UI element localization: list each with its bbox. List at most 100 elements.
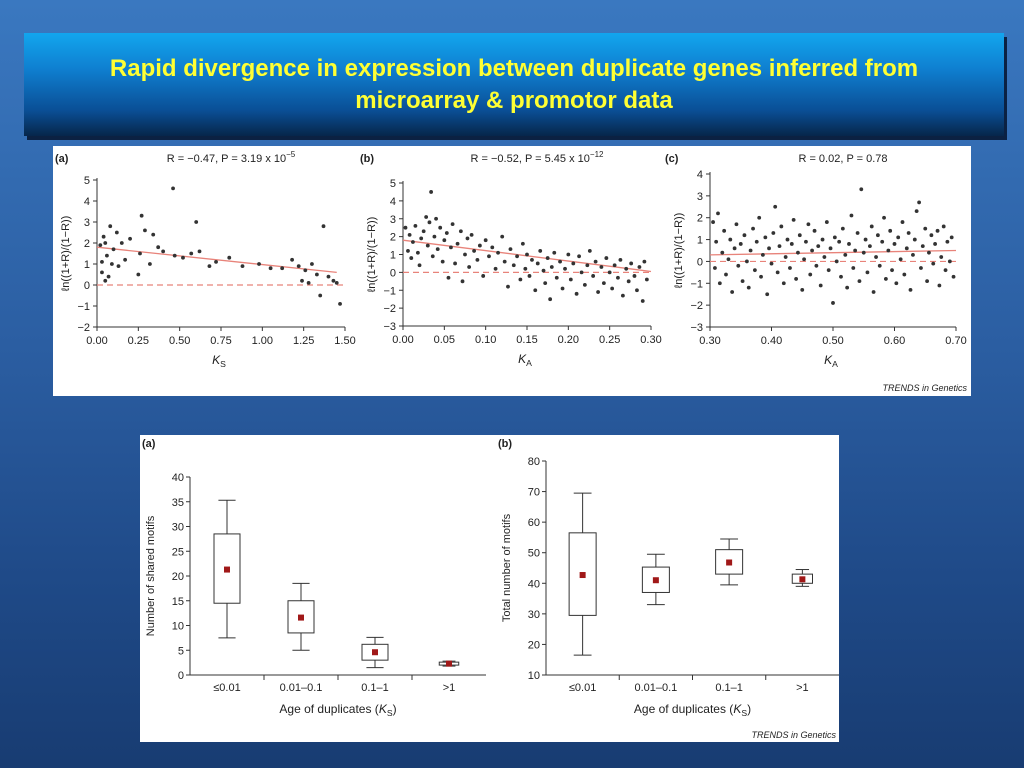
data-point xyxy=(577,254,581,259)
data-point xyxy=(843,252,848,257)
data-point xyxy=(453,261,457,266)
data-point xyxy=(797,233,802,238)
data-point xyxy=(949,235,954,240)
data-point xyxy=(763,235,768,240)
panel-label: (b) xyxy=(360,153,374,165)
data-point xyxy=(951,274,956,279)
y-tick-label: 3 xyxy=(84,217,90,229)
y-tick-label: 20 xyxy=(528,639,540,651)
data-point xyxy=(810,248,814,253)
data-point xyxy=(116,264,121,268)
data-point xyxy=(424,215,429,219)
data-point xyxy=(326,274,331,279)
data-point xyxy=(520,241,525,246)
x-tick-label: ≤0.01 xyxy=(569,682,596,694)
data-point xyxy=(563,266,567,271)
data-point xyxy=(865,270,870,275)
data-point xyxy=(171,186,175,191)
data-point xyxy=(604,256,609,260)
data-point xyxy=(769,261,774,266)
data-point xyxy=(214,260,218,264)
data-point xyxy=(419,236,424,241)
data-point xyxy=(296,264,301,268)
data-point xyxy=(853,248,858,253)
x-tick-label: 0.60 xyxy=(884,335,905,347)
data-point xyxy=(888,228,893,233)
data-point xyxy=(775,270,780,275)
data-point xyxy=(143,228,147,233)
x-tick-label: >1 xyxy=(443,682,456,694)
y-tick-label: −2 xyxy=(690,300,703,312)
mean-marker xyxy=(799,576,806,583)
box-2 xyxy=(287,582,315,651)
data-point xyxy=(896,235,901,240)
x-tick-label: 0.30 xyxy=(699,335,720,347)
data-point xyxy=(455,241,460,246)
y-tick-label: 80 xyxy=(528,456,540,468)
y-tick-label: −1 xyxy=(690,278,703,290)
data-point xyxy=(832,235,837,240)
data-point xyxy=(515,254,519,259)
y-tick-label: −1 xyxy=(77,301,90,313)
data-point xyxy=(189,251,194,256)
data-point xyxy=(730,290,735,294)
data-point xyxy=(757,215,762,220)
data-point xyxy=(877,263,882,268)
x-axis-label: Age of duplicates (KS) xyxy=(634,702,751,718)
data-point xyxy=(566,252,571,257)
data-point xyxy=(409,256,414,260)
mean-marker xyxy=(579,572,586,579)
y-tick-label: 5 xyxy=(84,175,90,187)
data-point xyxy=(861,250,866,255)
data-point xyxy=(911,252,915,257)
data-point xyxy=(139,213,144,218)
data-point xyxy=(500,234,505,239)
data-point xyxy=(568,277,573,282)
data-point xyxy=(728,237,733,242)
data-point xyxy=(560,286,565,291)
data-point xyxy=(472,249,476,253)
data-point xyxy=(927,250,931,255)
data-point xyxy=(538,249,543,253)
y-tick-label: 10 xyxy=(172,621,184,633)
data-point xyxy=(914,209,919,214)
data-point xyxy=(618,257,623,262)
y-tick-label: 20 xyxy=(172,571,184,583)
data-point xyxy=(783,255,788,259)
data-point xyxy=(831,301,835,305)
data-point xyxy=(548,297,553,302)
y-tick-label: 0 xyxy=(84,280,90,292)
data-point xyxy=(788,266,792,270)
data-point xyxy=(108,224,113,229)
y-tick-label: −3 xyxy=(383,321,396,333)
y-tick-label: 40 xyxy=(172,472,184,484)
data-point xyxy=(527,274,532,278)
data-point xyxy=(837,239,842,244)
data-point xyxy=(898,257,903,262)
data-point xyxy=(467,265,472,269)
data-point xyxy=(496,250,500,255)
data-point xyxy=(804,239,808,244)
x-tick-label: 1.50 xyxy=(334,335,355,347)
data-point xyxy=(847,242,851,246)
data-point xyxy=(571,261,576,266)
y-tick-label: 1 xyxy=(390,250,396,262)
data-point xyxy=(593,259,598,264)
x-tick-label: 0.30 xyxy=(640,334,661,346)
x-tick-label: 0.1–1 xyxy=(361,682,389,694)
data-point xyxy=(616,275,620,280)
box-4 xyxy=(438,660,460,667)
stat-annotation: R = 0.02, P = 0.78 xyxy=(798,153,887,165)
data-point xyxy=(300,278,304,283)
y-tick-label: −2 xyxy=(383,303,396,315)
data-point xyxy=(525,252,529,257)
data-point xyxy=(541,268,546,273)
data-point xyxy=(794,277,798,281)
data-point xyxy=(875,233,880,238)
y-tick-label: 1 xyxy=(84,259,90,271)
data-point xyxy=(781,281,786,286)
data-point xyxy=(789,242,794,246)
data-point xyxy=(812,228,817,233)
data-point xyxy=(937,283,942,288)
regression-line xyxy=(709,249,957,256)
